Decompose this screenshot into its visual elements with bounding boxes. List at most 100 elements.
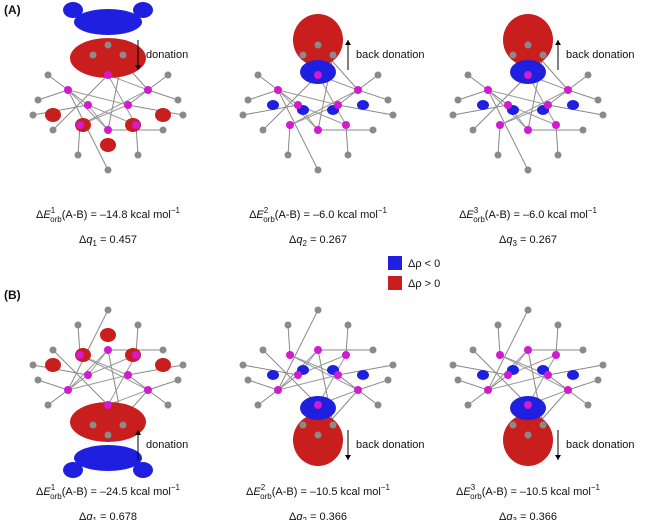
atom [450, 362, 457, 369]
atom [555, 322, 562, 329]
atom [330, 52, 337, 59]
bond [278, 90, 338, 105]
annotation: back donation [566, 439, 635, 451]
panel-label: (B) [4, 288, 21, 302]
atom [564, 386, 572, 394]
atom [245, 97, 252, 104]
subscript: orb [470, 492, 482, 501]
atom [342, 351, 350, 359]
atom [525, 167, 532, 174]
lobe [357, 370, 369, 380]
atom [135, 322, 142, 329]
superscript: 2 [261, 483, 266, 492]
atom [50, 347, 57, 354]
exponent: −1 [381, 483, 391, 492]
atom [580, 347, 587, 354]
atom [484, 86, 492, 94]
text: = 0.366 [517, 511, 557, 520]
annotation: donation [146, 439, 188, 451]
atom [504, 101, 512, 109]
atom [104, 401, 112, 409]
legend-swatch [388, 276, 402, 290]
atom [552, 351, 560, 359]
atom [124, 101, 132, 109]
atom [525, 307, 532, 314]
atom [75, 152, 82, 159]
atom [90, 422, 97, 429]
lobe [100, 328, 116, 342]
superscript: 2 [264, 206, 269, 215]
atom [354, 86, 362, 94]
arrow-head [345, 40, 351, 45]
atom [315, 432, 322, 439]
atom [375, 72, 382, 79]
atom [544, 371, 552, 379]
page: {"panels":[ {"label":"(A)","items":[ {"a… [0, 0, 651, 520]
atom [375, 402, 382, 409]
legend-swatch [388, 256, 402, 270]
bond [108, 355, 136, 405]
lobe [267, 100, 279, 110]
text: = 0.267 [517, 234, 557, 246]
bond [68, 90, 128, 105]
atom [342, 121, 350, 129]
lobe [503, 14, 553, 66]
atom [105, 167, 112, 174]
atom [314, 71, 322, 79]
legend-label: Δρ < 0 [408, 258, 440, 270]
lobe [100, 138, 116, 152]
molecule [450, 14, 607, 174]
subscript: orb [473, 215, 485, 224]
atom [35, 377, 42, 384]
atom [300, 52, 307, 59]
charge-label: Δq1 = 0.457 [79, 234, 137, 248]
atom [104, 71, 112, 79]
energy-label: ΔE1orb(A-B) = –14.8 kcal mol−1 [36, 206, 181, 224]
atom [255, 402, 262, 409]
atom [555, 152, 562, 159]
charge-label: Δq2 = 0.267 [289, 234, 347, 248]
atom [245, 377, 252, 384]
atom [286, 121, 294, 129]
atom [240, 112, 247, 119]
atom [274, 86, 282, 94]
exponent: −1 [171, 483, 181, 492]
lobe [63, 2, 83, 18]
atom [105, 432, 112, 439]
arrow-head [345, 455, 351, 460]
arrow-head [555, 40, 561, 45]
atom [484, 386, 492, 394]
atom [370, 127, 377, 134]
lobe [567, 370, 579, 380]
text: (A-B) = –6.0 kcal mol [275, 209, 378, 221]
text: (A-B) = –6.0 kcal mol [485, 209, 588, 221]
charge-label: Δq3 = 0.366 [499, 511, 557, 520]
atom [255, 72, 262, 79]
atom [135, 152, 142, 159]
subscript: orb [263, 215, 275, 224]
text: = 0.457 [97, 234, 137, 246]
lobe [357, 100, 369, 110]
annotation: donation [146, 49, 188, 61]
atom [64, 86, 72, 94]
bond [38, 380, 68, 390]
atom [286, 351, 294, 359]
bond [248, 90, 278, 100]
text: = 0.366 [307, 511, 347, 520]
molecule [30, 2, 187, 174]
atom [495, 152, 502, 159]
figure: (A)donationΔE1orb(A-B) = –14.8 kcal mol−… [0, 0, 651, 520]
lobe [45, 108, 61, 122]
atom [525, 42, 532, 49]
annotation: back donation [566, 49, 635, 61]
atom [345, 152, 352, 159]
bond [288, 125, 290, 155]
atom [385, 377, 392, 384]
atom [314, 126, 322, 134]
atom [585, 72, 592, 79]
exponent: −1 [588, 206, 598, 215]
atom [455, 97, 462, 104]
atom [465, 72, 472, 79]
atom [314, 346, 322, 354]
